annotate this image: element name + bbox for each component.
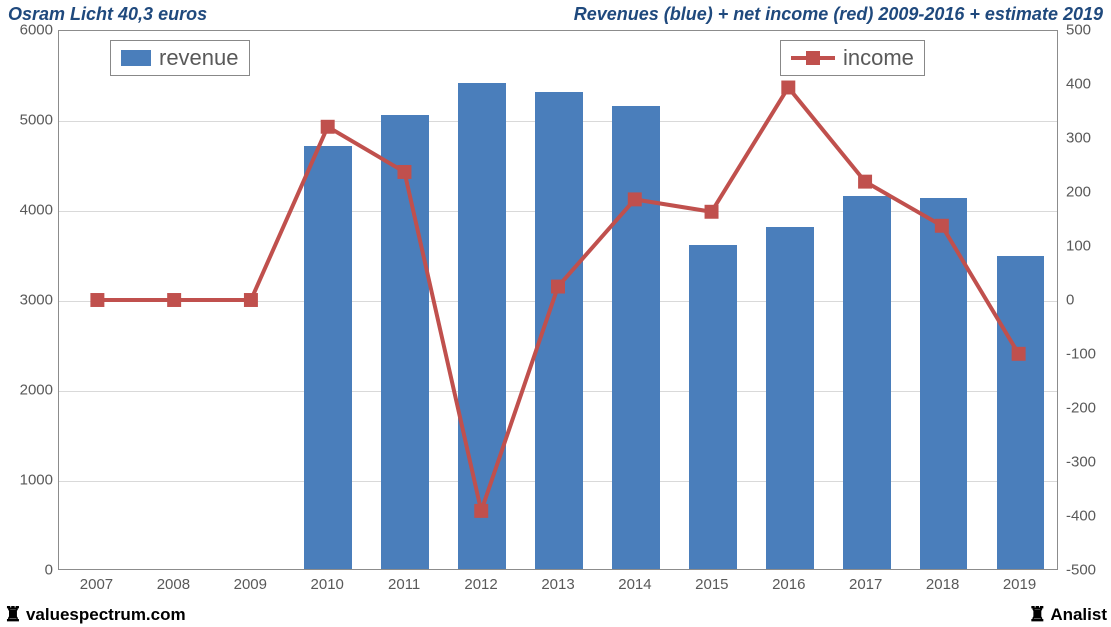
y-left-tick: 2000 bbox=[3, 382, 53, 399]
rook-icon: ♜ bbox=[1028, 605, 1046, 625]
x-tick: 2008 bbox=[157, 576, 190, 593]
income-marker bbox=[781, 81, 795, 95]
chart-container: Osram Licht 40,3 euros Revenues (blue) +… bbox=[0, 0, 1111, 627]
income-marker bbox=[628, 192, 642, 206]
x-tick: 2009 bbox=[234, 576, 267, 593]
income-marker bbox=[551, 280, 565, 294]
income-marker bbox=[90, 293, 104, 307]
y-right-tick: 0 bbox=[1066, 292, 1111, 309]
y-left-tick: 6000 bbox=[3, 22, 53, 39]
y-right-tick: -300 bbox=[1066, 454, 1111, 471]
x-tick: 2007 bbox=[80, 576, 113, 593]
x-tick: 2012 bbox=[464, 576, 497, 593]
y-right-tick: 200 bbox=[1066, 184, 1111, 201]
income-line bbox=[97, 87, 1018, 510]
x-tick: 2015 bbox=[695, 576, 728, 593]
income-marker bbox=[935, 219, 949, 233]
x-tick: 2018 bbox=[926, 576, 959, 593]
income-marker bbox=[397, 165, 411, 179]
income-marker bbox=[321, 120, 335, 134]
footer-right-label: Analist bbox=[1050, 605, 1107, 625]
chart-title-right: Revenues (blue) + net income (red) 2009-… bbox=[574, 4, 1103, 25]
y-right-tick: 400 bbox=[1066, 76, 1111, 93]
y-left-tick: 3000 bbox=[3, 292, 53, 309]
legend-income: income bbox=[780, 40, 925, 76]
x-tick: 2011 bbox=[388, 576, 420, 593]
legend-income-label: income bbox=[843, 45, 914, 71]
x-tick: 2014 bbox=[618, 576, 651, 593]
income-marker bbox=[858, 175, 872, 189]
plot-area bbox=[58, 30, 1058, 570]
legend-revenue: revenue bbox=[110, 40, 250, 76]
legend-revenue-label: revenue bbox=[159, 45, 239, 71]
x-tick: 2010 bbox=[311, 576, 344, 593]
income-marker bbox=[1012, 347, 1026, 361]
rook-icon: ♜ bbox=[4, 605, 22, 625]
y-right-tick: -100 bbox=[1066, 346, 1111, 363]
y-left-tick: 0 bbox=[3, 562, 53, 579]
y-right-tick: 100 bbox=[1066, 238, 1111, 255]
footer-left-label: valuespectrum.com bbox=[26, 605, 186, 625]
legend-income-swatch bbox=[791, 48, 835, 68]
legend-revenue-swatch bbox=[121, 50, 151, 66]
x-tick: 2017 bbox=[849, 576, 882, 593]
y-right-tick: -200 bbox=[1066, 400, 1111, 417]
y-right-tick: 500 bbox=[1066, 22, 1111, 39]
income-line-layer bbox=[59, 31, 1057, 569]
x-tick: 2013 bbox=[541, 576, 574, 593]
footer-left: ♜ valuespectrum.com bbox=[4, 605, 186, 625]
income-marker bbox=[244, 293, 258, 307]
x-tick: 2016 bbox=[772, 576, 805, 593]
footer-right: ♜ Analist bbox=[1028, 605, 1107, 625]
income-marker bbox=[474, 504, 488, 518]
y-left-tick: 5000 bbox=[3, 112, 53, 129]
y-right-tick: -500 bbox=[1066, 562, 1111, 579]
x-tick: 2019 bbox=[1003, 576, 1036, 593]
income-marker bbox=[705, 205, 719, 219]
income-marker bbox=[167, 293, 181, 307]
y-right-tick: -400 bbox=[1066, 508, 1111, 525]
y-left-tick: 4000 bbox=[3, 202, 53, 219]
y-left-tick: 1000 bbox=[3, 472, 53, 489]
y-right-tick: 300 bbox=[1066, 130, 1111, 147]
